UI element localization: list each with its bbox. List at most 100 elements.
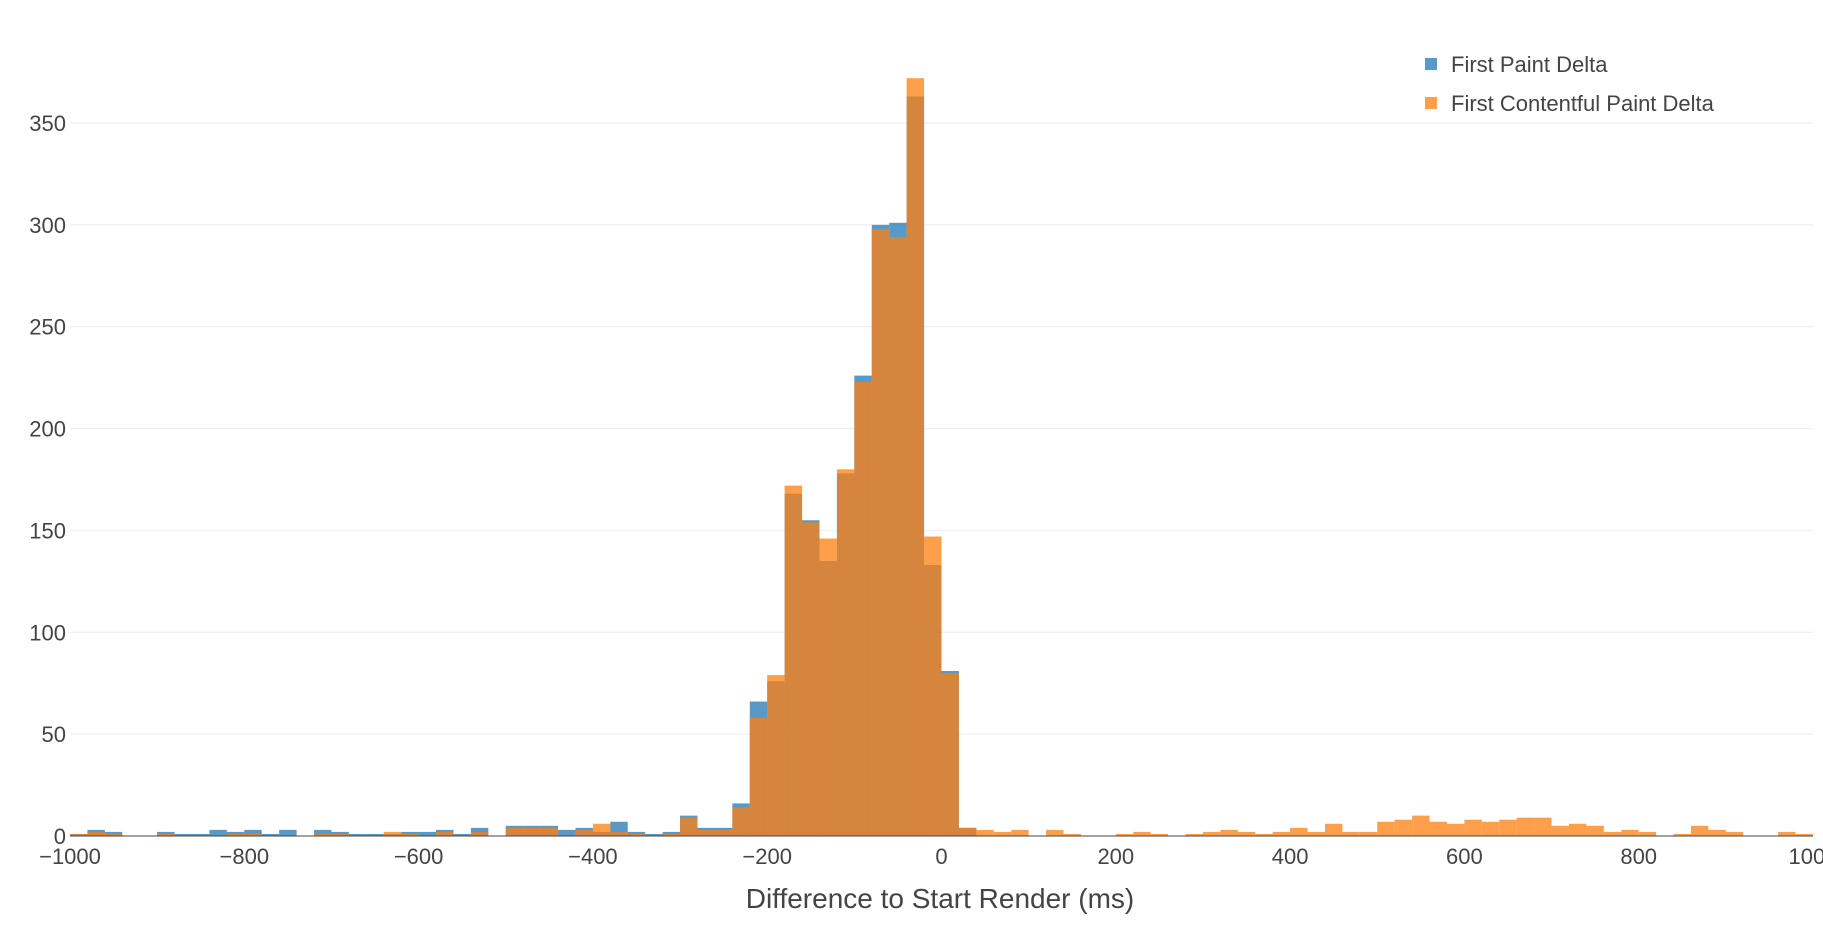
histogram-bar[interactable]	[401, 833, 419, 836]
series-first-contentful-paint-delta	[70, 78, 1813, 837]
legend-swatch[interactable]	[1425, 58, 1437, 70]
histogram-bar[interactable]	[279, 829, 297, 836]
histogram-bar[interactable]	[767, 675, 785, 836]
histogram-bar[interactable]	[1778, 831, 1796, 836]
histogram-bar[interactable]	[993, 831, 1012, 836]
histogram-bar[interactable]	[418, 831, 437, 836]
histogram-bar[interactable]	[854, 381, 872, 836]
histogram-bar[interactable]	[1446, 823, 1465, 836]
histogram-bar[interactable]	[627, 833, 646, 836]
histogram-bar[interactable]	[1638, 831, 1657, 836]
legend-swatch[interactable]	[1425, 97, 1437, 109]
histogram-bar[interactable]	[1150, 833, 1169, 836]
x-tick-label: 400	[1272, 844, 1309, 869]
histogram-bar[interactable]	[592, 823, 611, 836]
histogram-bar[interactable]	[470, 831, 489, 836]
histogram-bar[interactable]	[1342, 831, 1360, 836]
histogram-bar[interactable]	[1412, 815, 1430, 836]
legend[interactable]: First Paint Delta First Contentful Paint …	[1411, 40, 1796, 122]
histogram-bar[interactable]	[1255, 833, 1273, 836]
histogram-bar[interactable]	[1621, 829, 1639, 836]
histogram-bar[interactable]	[924, 536, 942, 836]
histogram-bar[interactable]	[348, 833, 367, 836]
histogram-bar[interactable]	[976, 829, 994, 836]
histogram-bar[interactable]	[1690, 825, 1709, 836]
histogram-bar[interactable]	[645, 833, 663, 836]
histogram-bar[interactable]	[906, 78, 925, 836]
histogram-bar[interactable]	[87, 831, 105, 836]
histogram-bar[interactable]	[1551, 825, 1569, 836]
histogram-bar[interactable]	[732, 807, 750, 836]
histogram-bar[interactable]	[314, 829, 332, 836]
histogram-bar[interactable]	[70, 833, 88, 836]
histogram-bar[interactable]	[1359, 831, 1378, 836]
histogram-bar[interactable]	[331, 833, 349, 836]
histogram-bar[interactable]	[1063, 833, 1081, 836]
histogram-bar[interactable]	[1725, 831, 1744, 836]
histogram-bar[interactable]	[958, 827, 977, 836]
histogram-bar[interactable]	[1429, 821, 1447, 836]
histogram-bar[interactable]	[523, 827, 541, 836]
histogram-bar[interactable]	[244, 829, 262, 836]
histogram-bar[interactable]	[1290, 827, 1308, 836]
histogram-bar[interactable]	[1534, 817, 1552, 836]
grid-layer	[70, 122, 1813, 735]
histogram-bar[interactable]	[1046, 829, 1064, 836]
histogram-bar[interactable]	[1516, 817, 1535, 836]
histogram-bar[interactable]	[1708, 829, 1726, 836]
histogram-bar[interactable]	[1324, 823, 1343, 836]
histogram-bar[interactable]	[1011, 829, 1029, 836]
histogram-bar[interactable]	[802, 522, 820, 836]
histogram-bar[interactable]	[157, 833, 175, 836]
histogram-bar[interactable]	[558, 829, 576, 836]
histogram-bar[interactable]	[1133, 831, 1151, 836]
histogram-bar[interactable]	[174, 833, 193, 836]
histogram-bar[interactable]	[1795, 833, 1813, 836]
legend-label[interactable]: First Paint Delta	[1451, 52, 1608, 77]
histogram-bar[interactable]	[662, 833, 681, 836]
histogram-bar[interactable]	[1115, 833, 1134, 836]
histogram-bar[interactable]	[1673, 833, 1691, 836]
histogram-bar[interactable]	[714, 829, 733, 836]
histogram-bar[interactable]	[192, 833, 210, 836]
histogram-bar[interactable]	[261, 833, 280, 836]
histogram-bar[interactable]	[697, 829, 715, 836]
histogram-bar[interactable]	[1586, 825, 1604, 836]
histogram-bar[interactable]	[680, 817, 698, 836]
histogram-bar[interactable]	[1481, 821, 1500, 836]
histogram-bar[interactable]	[836, 469, 855, 836]
histogram-bar[interactable]	[104, 833, 123, 836]
histogram-bar[interactable]	[749, 717, 768, 836]
histogram-bar[interactable]	[871, 228, 890, 837]
histogram-bar[interactable]	[1202, 831, 1221, 836]
histogram-bar[interactable]	[1237, 831, 1256, 836]
histogram-bar[interactable]	[819, 538, 837, 836]
histogram-bar[interactable]	[226, 833, 245, 836]
histogram-bar[interactable]	[1220, 829, 1238, 836]
histogram-bar[interactable]	[1185, 833, 1203, 836]
histogram-bar[interactable]	[1568, 823, 1587, 836]
histogram-bar[interactable]	[1499, 819, 1517, 836]
histogram-bar[interactable]	[453, 833, 471, 836]
legend-label[interactable]: First Contentful Paint Delta	[1451, 91, 1715, 116]
histogram-bar[interactable]	[366, 833, 384, 836]
histogram-bar[interactable]	[1272, 831, 1291, 836]
y-tick-label: 200	[29, 417, 66, 442]
histogram-bar[interactable]	[209, 829, 227, 836]
histogram-bar[interactable]	[575, 829, 593, 836]
histogram-bar[interactable]	[610, 831, 628, 836]
histogram-bar[interactable]	[1307, 831, 1325, 836]
histogram-bar[interactable]	[540, 827, 559, 836]
histogram-bar[interactable]	[889, 237, 907, 836]
histogram-bar[interactable]	[1603, 831, 1622, 836]
histogram-bar[interactable]	[505, 827, 524, 836]
histogram-bar[interactable]	[1464, 819, 1482, 836]
histogram-bar[interactable]	[784, 485, 803, 836]
histogram-bar[interactable]	[1377, 821, 1395, 836]
histogram-bar[interactable]	[436, 831, 454, 836]
histogram-bar[interactable]	[244, 833, 262, 836]
histogram-bar[interactable]	[941, 673, 959, 836]
histogram-bar[interactable]	[314, 833, 332, 836]
histogram-bar[interactable]	[1394, 819, 1413, 836]
histogram-bar[interactable]	[383, 831, 402, 836]
